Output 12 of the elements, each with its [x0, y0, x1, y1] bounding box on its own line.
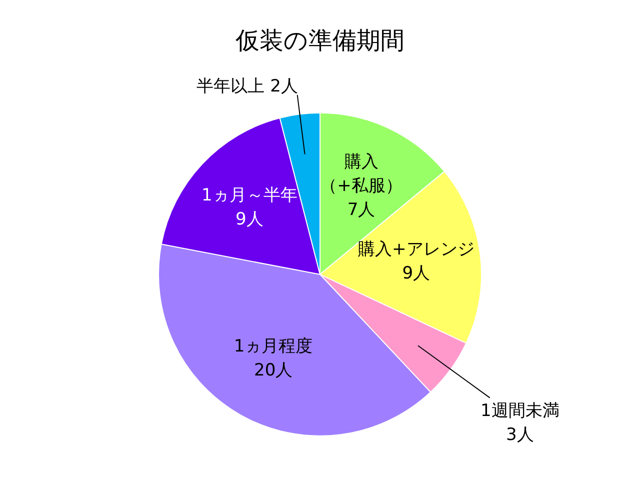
data-label: 3人	[506, 425, 534, 446]
chart-title: 仮装の準備期間	[234, 26, 404, 55]
data-label: 9人	[402, 264, 430, 284]
slice-label: 半年以上 2人	[196, 76, 298, 96]
slice-label: 購入（+私服）	[320, 152, 402, 196]
slice-label: 1週間未満	[480, 401, 560, 422]
data-label: 20人	[254, 360, 293, 381]
slice-label: 1ヵ月～半年	[201, 185, 298, 206]
data-label: 9人	[235, 209, 264, 230]
slice-label: 購入+アレンジ	[358, 240, 474, 260]
slice-label: 1ヵ月程度	[234, 336, 313, 357]
data-label: 7人	[347, 200, 376, 220]
